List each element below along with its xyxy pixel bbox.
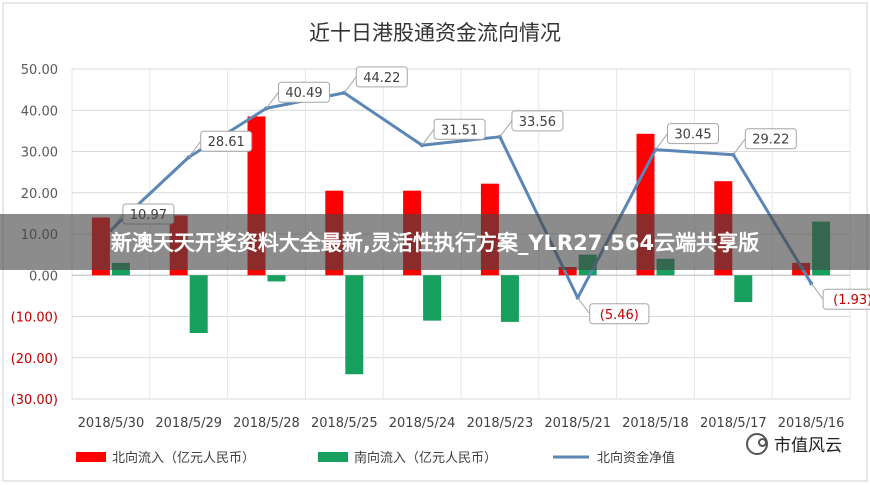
watermark: 市值风云	[746, 431, 842, 456]
data-label-leader	[810, 282, 824, 300]
y-tick-label: 0.00	[29, 269, 58, 284]
bar-south	[189, 275, 208, 333]
data-label-box	[278, 81, 330, 103]
y-tick-label: 50.00	[21, 63, 58, 78]
data-label: 30.45	[655, 123, 719, 150]
data-label: 40.49	[266, 81, 330, 109]
data-label-text: 40.49	[285, 86, 322, 101]
legend-swatch	[76, 452, 106, 462]
data-label: 44.22	[343, 66, 408, 94]
data-label: 31.51	[421, 118, 486, 146]
data-label-box	[511, 110, 564, 132]
data-label-leader	[655, 133, 668, 150]
data-label: (1.93)	[810, 282, 870, 310]
y-tick-label: (20.00)	[11, 352, 58, 367]
data-label-box	[822, 288, 870, 310]
overlay-banner: 新澳天天开奖资料大全最新,灵活性执行方案_YLR27.564云端共享版	[0, 214, 870, 270]
data-label: 33.56	[499, 110, 564, 138]
data-label: 29.22	[732, 128, 797, 156]
y-tick-label: 30.00	[21, 146, 58, 161]
data-label-text: (1.93)	[833, 293, 870, 308]
x-tick-label: 2018/5/23	[467, 416, 534, 431]
x-tick-label: 2018/5/24	[389, 416, 456, 431]
x-tick-label: 2018/5/28	[233, 416, 300, 431]
data-label-text: 28.61	[208, 135, 245, 150]
data-label-box	[667, 123, 719, 145]
y-tick-label: (10.00)	[11, 311, 58, 326]
data-label: 28.61	[188, 130, 253, 158]
data-label-box	[355, 66, 408, 88]
x-tick-label: 2018/5/30	[78, 416, 145, 431]
wechat-icon	[746, 432, 768, 455]
data-label-leader	[732, 138, 746, 156]
x-tick-label: 2018/5/16	[778, 416, 845, 431]
bar-south	[345, 275, 364, 375]
data-label: (5.46)	[577, 297, 650, 325]
data-label-leader	[343, 76, 357, 94]
data-label-leader	[266, 91, 279, 109]
legend-label: 北向资金净值	[597, 450, 675, 466]
data-label-box	[433, 118, 486, 140]
data-label-leader	[421, 128, 435, 146]
watermark-text: 市值风云	[774, 436, 842, 456]
data-label-box	[200, 130, 253, 152]
data-label-text: 29.22	[752, 133, 789, 148]
legend-swatch	[318, 452, 348, 462]
bar-south	[734, 275, 753, 303]
bar-south	[500, 275, 519, 322]
data-label-text: (5.46)	[600, 308, 639, 323]
legend-label: 北向流入（亿元人民币）	[112, 450, 255, 466]
data-label-text: 33.56	[519, 115, 556, 130]
chart-title: 近十日港股通资金流向情况	[309, 21, 561, 45]
overlay-text: 新澳天天开奖资料大全最新,灵活性执行方案_YLR27.564云端共享版	[110, 231, 760, 255]
x-tick-label: 2018/5/29	[155, 416, 222, 431]
y-tick-label: 40.00	[21, 104, 58, 119]
x-tick-label: 2018/5/25	[311, 416, 378, 431]
data-label-text: 44.22	[363, 71, 400, 86]
legend-label: 南向流入（亿元人民币）	[354, 450, 497, 466]
data-label-leader	[577, 297, 591, 315]
data-label-text: 30.45	[674, 128, 711, 143]
data-label-text: 31.51	[441, 123, 478, 138]
data-label-leader	[188, 140, 202, 158]
bar-south	[423, 275, 442, 321]
data-label-box	[589, 303, 650, 325]
data-label-leader	[499, 120, 513, 138]
x-tick-label: 2018/5/18	[622, 416, 689, 431]
bar-south	[267, 275, 286, 282]
x-tick-label: 2018/5/17	[700, 416, 767, 431]
bar-north	[558, 267, 577, 276]
y-tick-label: 20.00	[21, 187, 58, 202]
y-tick-label: (30.00)	[11, 393, 58, 408]
x-tick-label: 2018/5/21	[544, 416, 611, 431]
data-label-box	[744, 128, 797, 150]
